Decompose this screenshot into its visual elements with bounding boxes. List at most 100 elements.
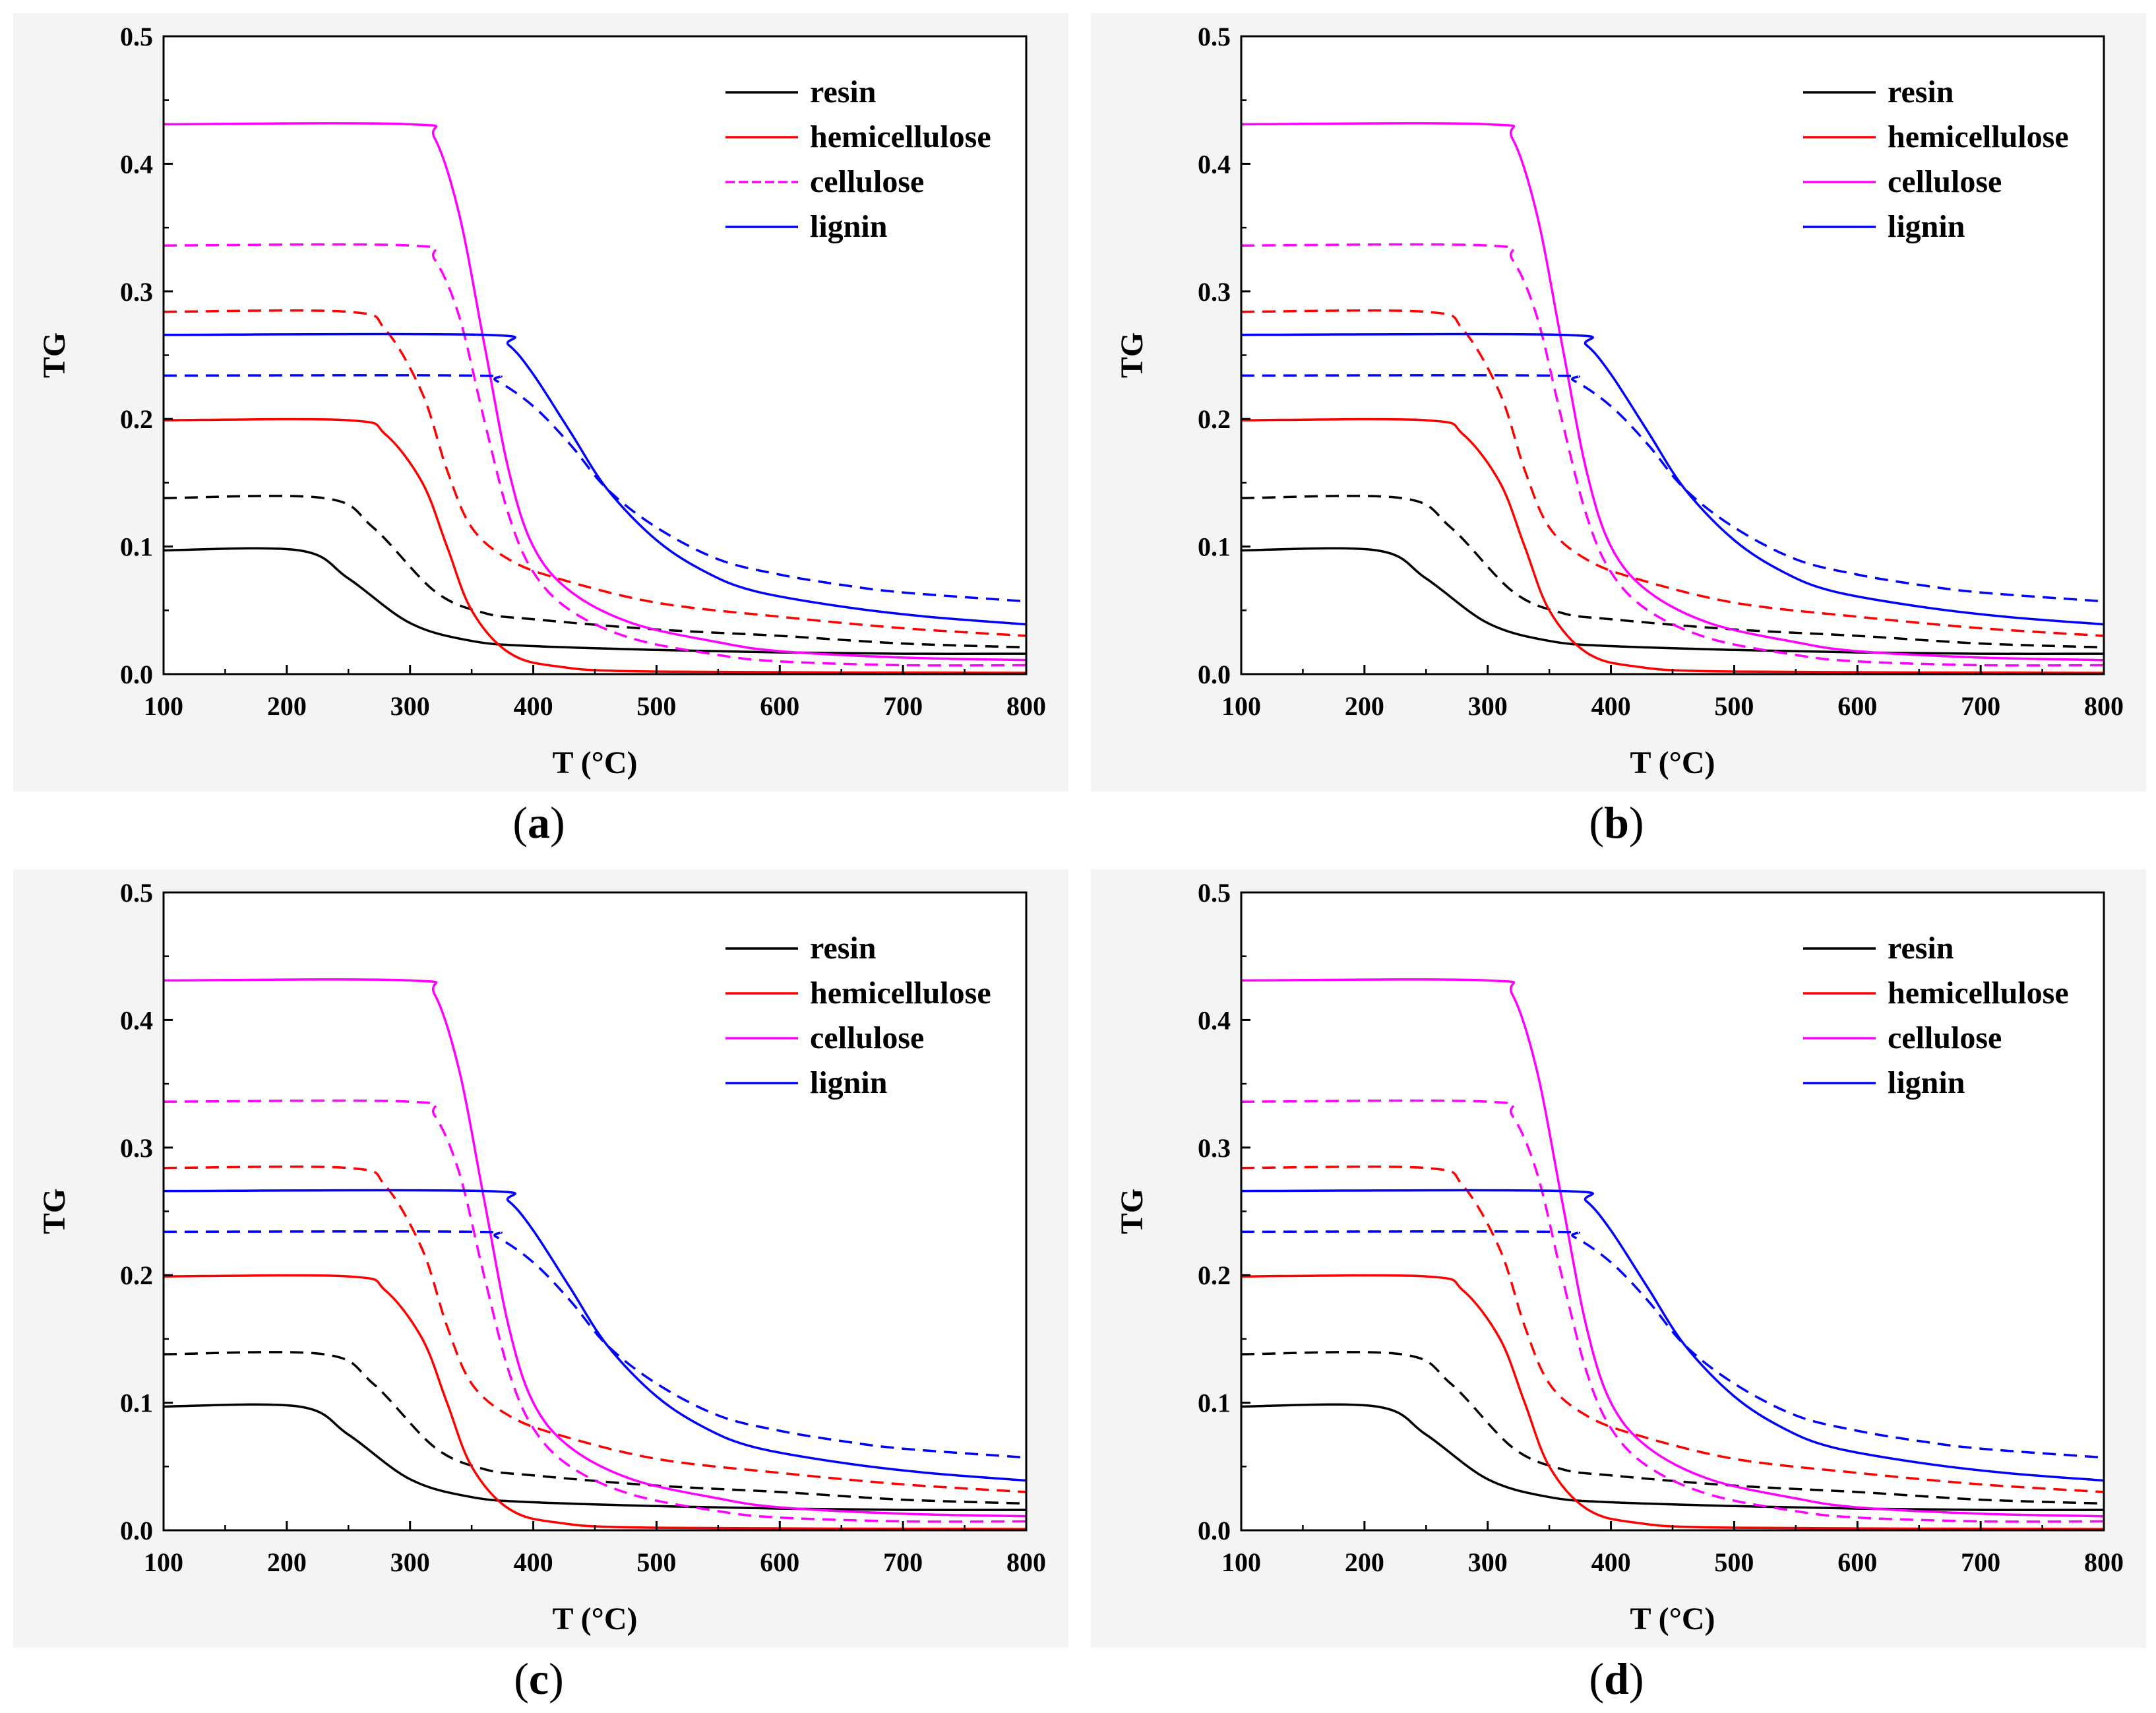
x-tick-label: 400: [514, 691, 553, 721]
y-tick-label: 0.1: [1198, 532, 1231, 562]
x-tick-label: 800: [1006, 1547, 1046, 1577]
y-tick-label: 0.2: [120, 404, 153, 434]
y-tick-label: 0.1: [120, 1388, 153, 1418]
series-line-lignin-dashed: [1241, 374, 2104, 603]
x-axis-title: T (°C): [553, 1602, 638, 1636]
series-line-cellulose-dashed: [1241, 1099, 2104, 1523]
y-tick-label: 0.1: [120, 532, 153, 562]
series-line-lignin-dashed: [164, 374, 1026, 603]
x-tick-label: 800: [2084, 1547, 2124, 1577]
x-tick-label: 200: [267, 691, 307, 721]
chart-panel-a: 100 200 300 400 500 600 700 800 0.0 0.1 0.2 0.3 0.4 0…: [0, 0, 1078, 856]
legend-label-resin: resin: [1888, 931, 1954, 966]
legend-label-hemicellulose: hemicellulose: [1888, 976, 2069, 1011]
legend-label-lignin: lignin: [1888, 1065, 1965, 1100]
legend-label-lignin: lignin: [810, 209, 887, 244]
y-tick-label: 0.0: [1198, 1516, 1231, 1545]
series-line-resin-dashed: [164, 495, 1026, 649]
x-tick-label: 700: [1961, 1547, 2000, 1577]
x-tick-label: 300: [390, 1547, 430, 1577]
x-tick-label: 300: [390, 691, 430, 721]
series-line-cellulose-dashed: [1241, 243, 2104, 667]
series-line-cellulose-dashed: [164, 243, 1026, 667]
plot-area: [164, 892, 1026, 1530]
x-tick-label: 600: [760, 1547, 799, 1577]
y-axis-title: TG: [1115, 332, 1150, 378]
y-tick-label: 0.5: [120, 22, 153, 51]
series-line-hemicellulose-solid: [164, 418, 1026, 674]
y-tick-label: 0.5: [120, 878, 153, 908]
x-tick-label: 700: [883, 1547, 923, 1577]
x-tick-label: 700: [1961, 691, 2000, 721]
tg-chart-c: 100 200 300 400 500 600 700 800 0.0 0.1 0.2 0.3 0.4 0…: [37, 878, 1046, 1636]
legend-label-cellulose: cellulose: [810, 1020, 924, 1055]
y-tick-label: 0.5: [1198, 22, 1231, 51]
x-axis-title: T (°C): [1630, 745, 1715, 780]
y-tick-label: 0.4: [1198, 1005, 1231, 1035]
series-line-lignin-dashed: [1241, 1230, 2104, 1459]
series-line-cellulose-solid: [164, 122, 1026, 662]
x-axis-title: T (°C): [553, 745, 638, 780]
series-line-cellulose-solid: [1241, 122, 2104, 662]
panel-caption: (d): [1589, 1654, 1644, 1704]
tg-chart-d: 100 200 300 400 500 600 700 800 0.0 0.1 0.2 0.3 0.4 0…: [1115, 878, 2124, 1636]
series-line-hemicellulose-dashed: [1241, 1165, 2104, 1493]
legend-label-resin: resin: [810, 75, 876, 109]
series-group: [1241, 978, 2104, 1530]
x-tick-label: 300: [1468, 691, 1508, 721]
y-axis-title: TG: [37, 1189, 72, 1234]
legend-label-hemicellulose: hemicellulose: [810, 976, 991, 1011]
series-line-resin-solid: [1241, 547, 2104, 655]
x-tick-label: 800: [2084, 691, 2124, 721]
series-line-hemicellulose-solid: [1241, 1274, 2104, 1530]
y-tick-label: 0.3: [120, 1133, 153, 1163]
series-line-resin-dashed: [164, 1351, 1026, 1505]
y-tick-label: 0.2: [1198, 1261, 1231, 1290]
x-tick-label: 500: [1714, 1547, 1754, 1577]
caption-letter: b: [1604, 797, 1629, 848]
tg-chart-a: 100 200 300 400 500 600 700 800 0.0 0.1 0.2 0.3 0.4 0…: [37, 22, 1046, 780]
y-tick-label: 0.5: [1198, 878, 1231, 908]
x-tick-label: 100: [1221, 1547, 1261, 1577]
x-tick-label: 500: [636, 691, 676, 721]
x-tick-label: 300: [1468, 1547, 1508, 1577]
series-line-hemicellulose-solid: [164, 1274, 1026, 1530]
panel-caption: (a): [512, 797, 565, 848]
y-tick-label: 0.3: [1198, 1133, 1231, 1163]
plot-area: [1241, 892, 2104, 1530]
x-tick-label: 700: [883, 691, 923, 721]
legend-label-resin: resin: [810, 931, 876, 966]
x-axis-title: T (°C): [1630, 1602, 1715, 1636]
y-tick-label: 0.2: [1198, 404, 1231, 434]
caption-letter: c: [528, 1654, 549, 1704]
y-tick-label: 0.2: [120, 1261, 153, 1290]
series-line-hemicellulose-solid: [1241, 418, 2104, 674]
x-tick-label: 200: [1345, 1547, 1384, 1577]
y-tick-label: 0.3: [120, 277, 153, 307]
series-group: [164, 122, 1026, 674]
y-tick-label: 0.4: [1198, 149, 1231, 179]
series-group: [1241, 122, 2104, 674]
series-group: [164, 978, 1026, 1530]
chart-panel-d: 100 200 300 400 500 600 700 800 0.0 0.1 0.2 0.3 0.4 0…: [1078, 856, 2155, 1712]
series-line-cellulose-solid: [1241, 978, 2104, 1518]
series-line-resin-dashed: [1241, 495, 2104, 649]
series-line-resin-solid: [1241, 1403, 2104, 1511]
series-line-resin-dashed: [1241, 1351, 2104, 1505]
tg-chart-b: 100 200 300 400 500 600 700 800 0.0 0.1 0.2 0.3 0.4 0…: [1115, 22, 2124, 780]
legend-label-lignin: lignin: [810, 1065, 887, 1100]
x-tick-label: 500: [636, 1547, 676, 1577]
x-tick-label: 200: [1345, 691, 1384, 721]
series-line-hemicellulose-dashed: [164, 309, 1026, 637]
y-tick-label: 0.4: [120, 1005, 153, 1035]
y-tick-label: 0.0: [1198, 660, 1231, 689]
x-tick-label: 100: [144, 691, 183, 721]
x-tick-label: 100: [1221, 691, 1261, 721]
legend-label-hemicellulose: hemicellulose: [810, 119, 991, 154]
panel-caption: (b): [1589, 797, 1644, 848]
series-line-hemicellulose-dashed: [1241, 309, 2104, 637]
y-tick-label: 0.0: [120, 660, 153, 689]
y-tick-label: 0.4: [120, 149, 153, 179]
y-axis-title: TG: [37, 332, 72, 378]
series-line-resin-solid: [164, 1403, 1026, 1511]
